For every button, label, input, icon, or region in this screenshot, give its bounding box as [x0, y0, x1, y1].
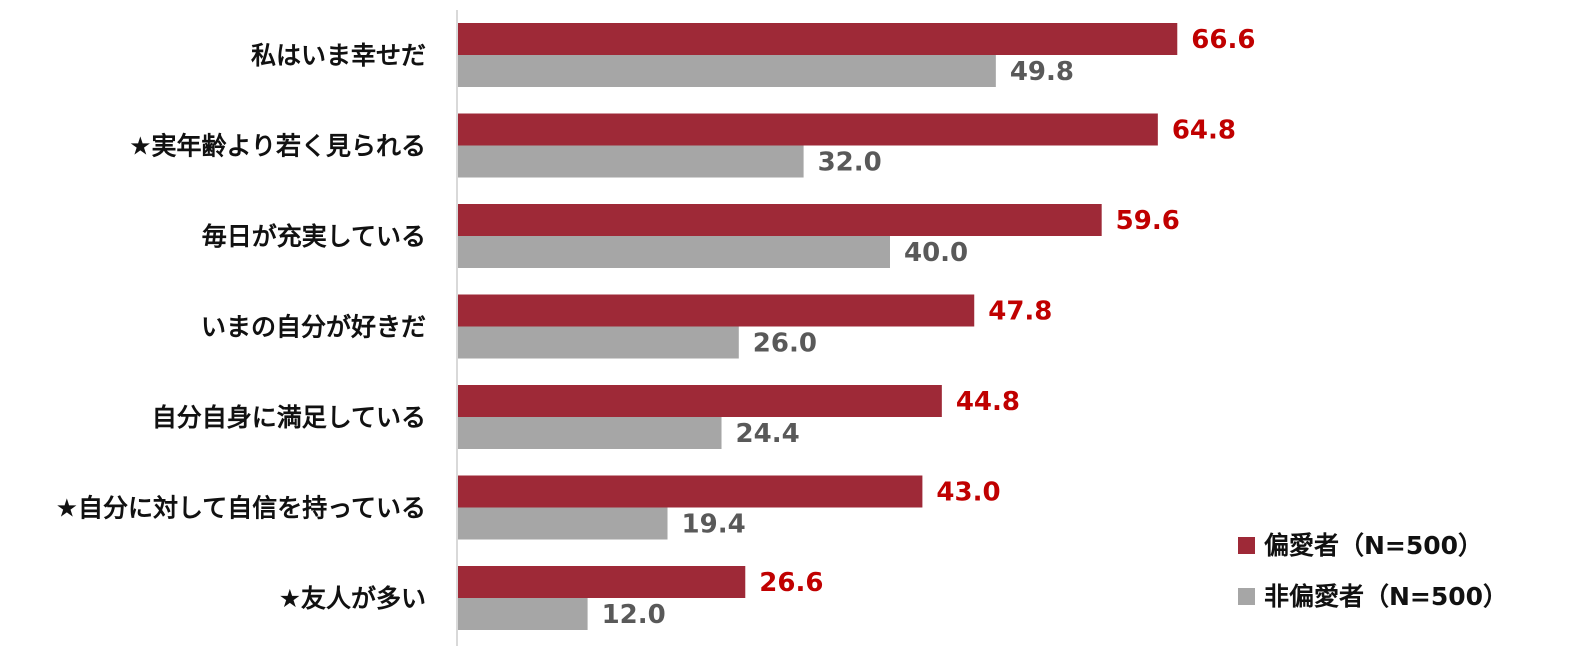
- category-label: いまの自分が好きだ: [201, 313, 426, 342]
- bar-hi-henaisha: [458, 507, 668, 540]
- legend-swatch: [1238, 588, 1255, 605]
- legend: 偏愛者（N=500） 非偏愛者（N=500）: [1238, 531, 1508, 611]
- value-label-hi-henaisha: 26.0: [753, 329, 817, 359]
- value-label-henaisha: 59.6: [1116, 206, 1180, 236]
- value-label-hi-henaisha: 12.0: [602, 600, 666, 630]
- bar-henaisha: [458, 385, 942, 417]
- bar-henaisha: [458, 23, 1178, 55]
- value-label-hi-henaisha: 24.4: [736, 419, 800, 449]
- legend-swatch: [1238, 537, 1255, 554]
- bar-hi-henaisha: [458, 598, 588, 630]
- value-label-henaisha: 47.8: [988, 297, 1052, 327]
- bar-henaisha: [458, 204, 1102, 236]
- value-label-henaisha: 26.6: [759, 568, 823, 598]
- bar-henaisha: [458, 475, 923, 508]
- bars: [458, 23, 1178, 630]
- legend-label: 偏愛者（N=500）: [1264, 531, 1483, 560]
- bar-hi-henaisha: [458, 236, 890, 268]
- category-label: 毎日が充実している: [202, 222, 426, 251]
- category-label: ★友人が多い: [279, 584, 426, 613]
- category-label: 私はいま幸せだ: [251, 41, 426, 70]
- value-label-hi-henaisha: 49.8: [1010, 57, 1074, 87]
- value-label-henaisha: 44.8: [956, 387, 1020, 417]
- value-label-henaisha: 66.6: [1191, 25, 1255, 55]
- bar-henaisha: [458, 294, 975, 327]
- bar-henaisha: [458, 566, 746, 598]
- bar-hi-henaisha: [458, 55, 996, 87]
- category-labels: 私はいま幸せだ ★実年齢より若く見られる毎日が充実しているいまの自分が好きだ自分自…: [56, 41, 426, 613]
- value-label-hi-henaisha: 32.0: [818, 148, 882, 178]
- category-label: ★実年齢より若く見られる: [129, 132, 426, 161]
- bar-hi-henaisha: [458, 417, 722, 449]
- value-label-hi-henaisha: 40.0: [904, 238, 968, 268]
- value-label-hi-henaisha: 19.4: [682, 510, 746, 540]
- bar-henaisha: [458, 113, 1158, 146]
- bar-hi-henaisha: [458, 145, 804, 178]
- bar-hi-henaisha: [458, 326, 739, 359]
- value-label-henaisha: 43.0: [936, 478, 1000, 508]
- legend-label: 非偏愛者（N=500）: [1264, 582, 1508, 611]
- category-label: 自分自身に満足している: [152, 403, 426, 432]
- category-label: ★自分に対して自信を持っている: [56, 494, 426, 523]
- value-labels: 66.6 49.8 64.8 32.0 59.6 40.0 47.8 26.0 44.8 24.4…: [602, 25, 1256, 630]
- value-label-henaisha: 64.8: [1172, 116, 1236, 146]
